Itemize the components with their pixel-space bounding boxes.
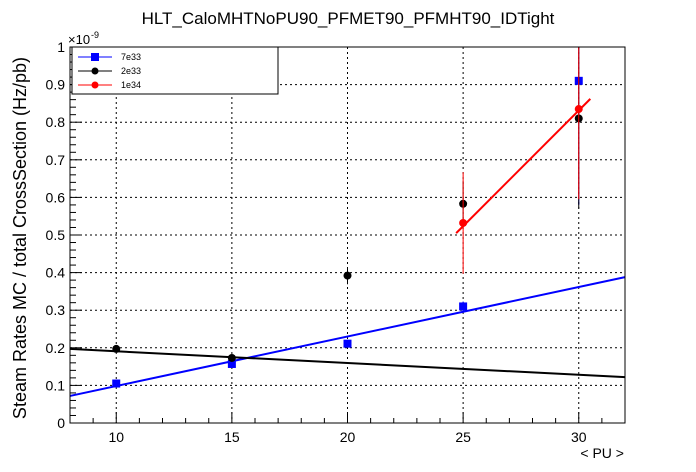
y-tick-label: 0.1 bbox=[46, 377, 66, 393]
data-point-7e33-1 bbox=[227, 359, 236, 368]
y-tick-label: 0.4 bbox=[46, 265, 66, 281]
legend-marker-circle bbox=[91, 81, 99, 89]
marker-circle bbox=[459, 218, 468, 227]
y-tick-label: 0.3 bbox=[46, 302, 66, 318]
data-point-1e34-0 bbox=[459, 172, 468, 274]
marker-circle bbox=[343, 271, 352, 280]
legend: 7e33 2e33 1e34 bbox=[71, 46, 279, 95]
y-axis-exponent: ×10 -9 bbox=[68, 30, 99, 47]
data-point-2e33-1 bbox=[227, 353, 236, 362]
marker-square bbox=[343, 339, 352, 348]
y-axis: 0 0.1 0.2 0.3 0.4 0.5 0.6 0.7 0.8 0.9 1 bbox=[46, 39, 82, 431]
legend-marker-square bbox=[91, 53, 99, 61]
legend-entry-1e34: 1e34 bbox=[78, 80, 141, 90]
y-tick-label: 0.8 bbox=[46, 114, 66, 130]
chart-title: HLT_CaloMHTNoPU90_PFMET90_PFMHT90_IDTigh… bbox=[142, 9, 555, 28]
legend-entry-7e33: 7e33 bbox=[78, 52, 141, 62]
marker-circle bbox=[112, 344, 121, 353]
legend-marker-circle bbox=[91, 67, 99, 75]
y-tick-label: 1 bbox=[57, 39, 65, 55]
fit-line-7e33 bbox=[69, 276, 626, 397]
legend-entry-2e33: 2e33 bbox=[78, 66, 141, 76]
data-point-2e33-2 bbox=[343, 266, 352, 285]
fit-lines bbox=[69, 98, 626, 397]
data-point-2e33-0 bbox=[112, 344, 121, 353]
y-tick-label: 0.5 bbox=[46, 227, 66, 243]
legend-label: 1e34 bbox=[121, 80, 141, 90]
y-axis-label: Steam Rates MC / total CrossSection (Hz/… bbox=[10, 57, 30, 419]
data-points bbox=[112, 47, 583, 388]
data-point-7e33-2 bbox=[343, 339, 352, 348]
y-tick-label: 0.7 bbox=[46, 152, 66, 168]
y-tick-label: 0.2 bbox=[46, 340, 66, 356]
data-point-7e33-0 bbox=[112, 379, 121, 388]
y-tick-label: 0 bbox=[57, 415, 65, 431]
y-tick-label: 0.6 bbox=[46, 189, 66, 205]
marker-square bbox=[227, 359, 236, 368]
x-axis: 10 15 20 25 30 bbox=[69, 412, 626, 445]
marker-circle bbox=[227, 353, 236, 362]
y-tick-label: 0.9 bbox=[46, 77, 66, 93]
y-exponent-base: ×10 bbox=[68, 32, 90, 47]
x-tick-label: 25 bbox=[455, 429, 471, 445]
x-tick-label: 30 bbox=[571, 429, 587, 445]
marker-circle bbox=[574, 105, 583, 114]
fit-line-2e33 bbox=[69, 347, 626, 379]
y-exponent-power: -9 bbox=[91, 30, 99, 40]
x-tick-label: 20 bbox=[340, 429, 356, 445]
x-axis-label: < PU > bbox=[580, 445, 624, 461]
marker-square bbox=[112, 379, 121, 388]
data-point-1e34-1 bbox=[574, 47, 583, 200]
legend-label: 7e33 bbox=[121, 52, 141, 62]
fit-line-1e34 bbox=[455, 98, 592, 234]
marker-square bbox=[459, 302, 468, 311]
data-point-7e33-3 bbox=[459, 301, 468, 312]
grid-lines bbox=[70, 47, 625, 423]
legend-label: 2e33 bbox=[121, 66, 141, 76]
x-tick-label: 15 bbox=[224, 429, 240, 445]
x-tick-label: 10 bbox=[108, 429, 124, 445]
